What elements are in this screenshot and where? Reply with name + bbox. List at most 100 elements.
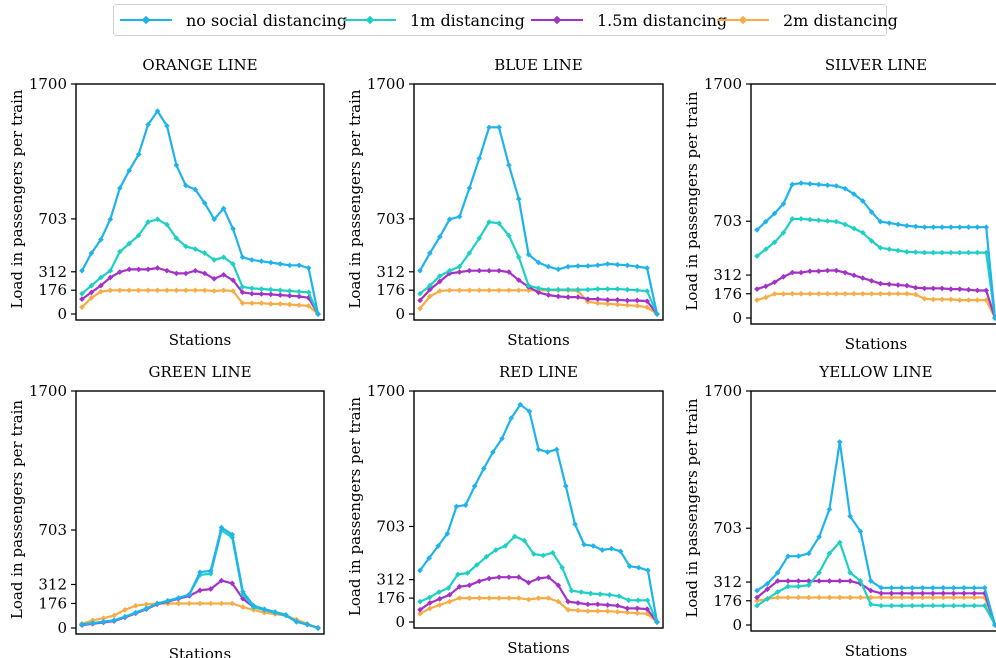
data-point (634, 605, 641, 612)
y-tick-label: 312 (38, 576, 67, 594)
data-point (506, 574, 512, 580)
data-point (867, 587, 874, 594)
data-point (446, 598, 453, 605)
data-point (644, 298, 650, 304)
series-2m-distancing (79, 287, 321, 317)
data-point (754, 597, 760, 604)
data-point (833, 290, 840, 297)
data-point (186, 600, 193, 607)
legend-label: 1.5m distancing (597, 10, 728, 30)
data-point (624, 609, 631, 616)
y-tick-label: 0 (732, 616, 742, 634)
data-point (506, 232, 512, 239)
data-point (164, 123, 170, 129)
series-1-5m-distancing (79, 265, 321, 317)
data-point (614, 286, 621, 292)
data-point (476, 595, 483, 601)
data-point (909, 602, 916, 609)
data-point (135, 151, 142, 158)
data-point (417, 567, 423, 574)
data-point (197, 600, 203, 607)
data-point (145, 121, 151, 128)
data-point (201, 200, 208, 206)
data-point (496, 220, 502, 227)
data-point (476, 155, 483, 162)
data-point (116, 287, 123, 294)
data-point (604, 301, 611, 307)
series-line (81, 218, 320, 315)
y-tick-label: 176 (713, 592, 742, 610)
data-point (211, 288, 218, 294)
y-tick-label: 703 (713, 519, 742, 537)
data-point (446, 267, 453, 274)
data-point (950, 602, 957, 609)
y-tick-label: 176 (376, 589, 405, 607)
data-point (559, 564, 565, 571)
y-tick-label: 703 (376, 517, 405, 535)
data-point (207, 586, 214, 592)
data-point (417, 305, 423, 312)
data-point (847, 578, 853, 584)
data-point (795, 594, 802, 601)
data-point (940, 584, 947, 591)
data-point (930, 224, 937, 230)
data-point (604, 602, 611, 608)
data-point (258, 300, 265, 306)
data-point (164, 287, 170, 294)
data-point (912, 249, 919, 256)
y-axis-label: Load in passengers per train (346, 397, 364, 616)
data-point (511, 533, 518, 540)
data-point (805, 550, 812, 557)
data-point (535, 446, 542, 453)
data-point (455, 571, 461, 578)
data-point (956, 286, 963, 292)
data-point (899, 602, 905, 609)
data-point (207, 600, 214, 607)
data-point (634, 263, 641, 270)
data-point (961, 594, 967, 601)
legend-item-no-social-distancing: no social distancing (120, 5, 347, 35)
data-point (904, 222, 910, 229)
data-point (624, 286, 631, 293)
y-tick-label: 312 (713, 266, 742, 284)
data-point (895, 282, 901, 288)
data-point (594, 601, 601, 608)
data-point (436, 278, 443, 285)
data-point (126, 287, 133, 294)
data-point (286, 262, 293, 269)
data-point (645, 567, 651, 574)
data-point (974, 287, 981, 294)
data-point (624, 302, 631, 309)
data-point (88, 282, 95, 289)
data-point (950, 585, 957, 591)
series-line (756, 596, 996, 626)
y-tick-label: 312 (376, 263, 405, 281)
series-2m-distancing (417, 595, 660, 625)
data-point (445, 585, 452, 591)
data-point (992, 315, 996, 321)
data-point (417, 267, 423, 274)
data-point (427, 250, 433, 256)
data-point (272, 609, 278, 615)
data-point (594, 286, 601, 292)
series-1-5m-distancing (417, 574, 660, 625)
data-point (530, 551, 537, 557)
data-point (585, 286, 591, 293)
series-no-social-distancing (79, 524, 321, 631)
data-point (909, 594, 916, 601)
data-point (868, 578, 874, 584)
data-point (249, 257, 255, 263)
data-point (88, 250, 95, 256)
data-point (604, 286, 611, 292)
data-point (956, 224, 963, 231)
data-point (506, 287, 512, 294)
data-point (909, 585, 916, 591)
data-point (506, 595, 512, 601)
data-point (499, 435, 505, 442)
data-point (515, 574, 522, 580)
data-point (100, 618, 107, 625)
data-point (904, 249, 910, 255)
data-point (888, 585, 895, 591)
data-point (785, 583, 791, 590)
data-point (98, 236, 104, 243)
